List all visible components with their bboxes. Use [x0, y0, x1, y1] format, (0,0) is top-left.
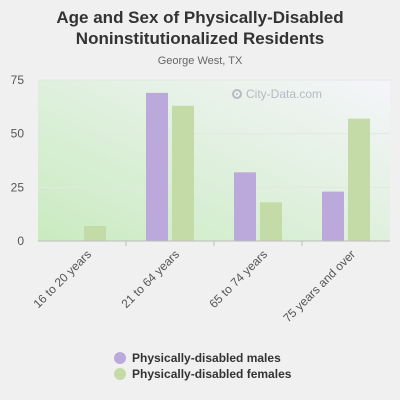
bar-males: [322, 191, 344, 241]
watermark: City-Data.com: [232, 87, 322, 101]
chart-title: Age and Sex of Physically-Disabled Nonin…: [0, 7, 400, 49]
y-tick-label: 0: [17, 234, 24, 248]
bar-females: [172, 105, 194, 241]
chart-title-line-1: Age and Sex of Physically-Disabled: [56, 8, 344, 27]
bar-females: [84, 225, 106, 241]
legend-swatch-females: [114, 368, 126, 380]
bar-males: [146, 92, 168, 241]
bar-males: [234, 172, 256, 241]
legend: Physically-disabled males Physically-dis…: [114, 350, 291, 382]
y-tick-label: 50: [11, 127, 25, 141]
y-tick-label: 75: [11, 73, 25, 87]
chart-subtitle: George West, TX: [157, 55, 243, 67]
x-tick-label: 21 to 64 years: [118, 247, 182, 311]
legend-swatch-males: [114, 352, 126, 364]
bar-females: [260, 202, 282, 241]
legend-label-males: Physically-disabled males: [132, 351, 281, 365]
bar-females: [348, 118, 370, 241]
legend-item-males: Physically-disabled males: [114, 350, 291, 366]
legend-item-females: Physically-disabled females: [114, 366, 291, 382]
x-tick-label: 16 to 20 years: [30, 247, 94, 311]
legend-label-females: Physically-disabled females: [132, 367, 292, 381]
x-tick-label: 75 years and over: [280, 247, 358, 325]
x-tick-label: 65 to 74 years: [206, 247, 270, 311]
search-icon: [232, 89, 242, 99]
y-tick-label: 25: [11, 180, 25, 194]
watermark-text: City-Data.com: [246, 87, 323, 101]
chart-title-line-2: Noninstitutionalized Residents: [75, 29, 325, 48]
